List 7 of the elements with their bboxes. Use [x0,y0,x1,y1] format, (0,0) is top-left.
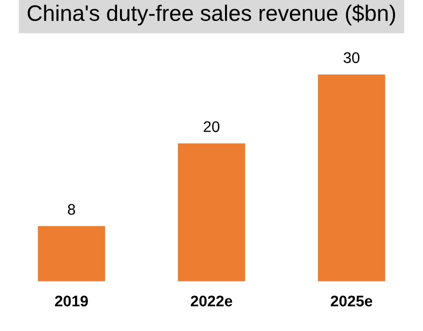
data-label: 20 [204,121,220,132]
x-tick-label: 2022e [190,296,232,306]
x-tick-label: 2019 [55,296,88,306]
data-label: 8 [68,204,76,215]
data-label: 30 [344,52,360,64]
x-tick-label: 2025e [330,296,372,306]
chart-title: China's duty-free sales revenue ($bn) [28,4,396,26]
